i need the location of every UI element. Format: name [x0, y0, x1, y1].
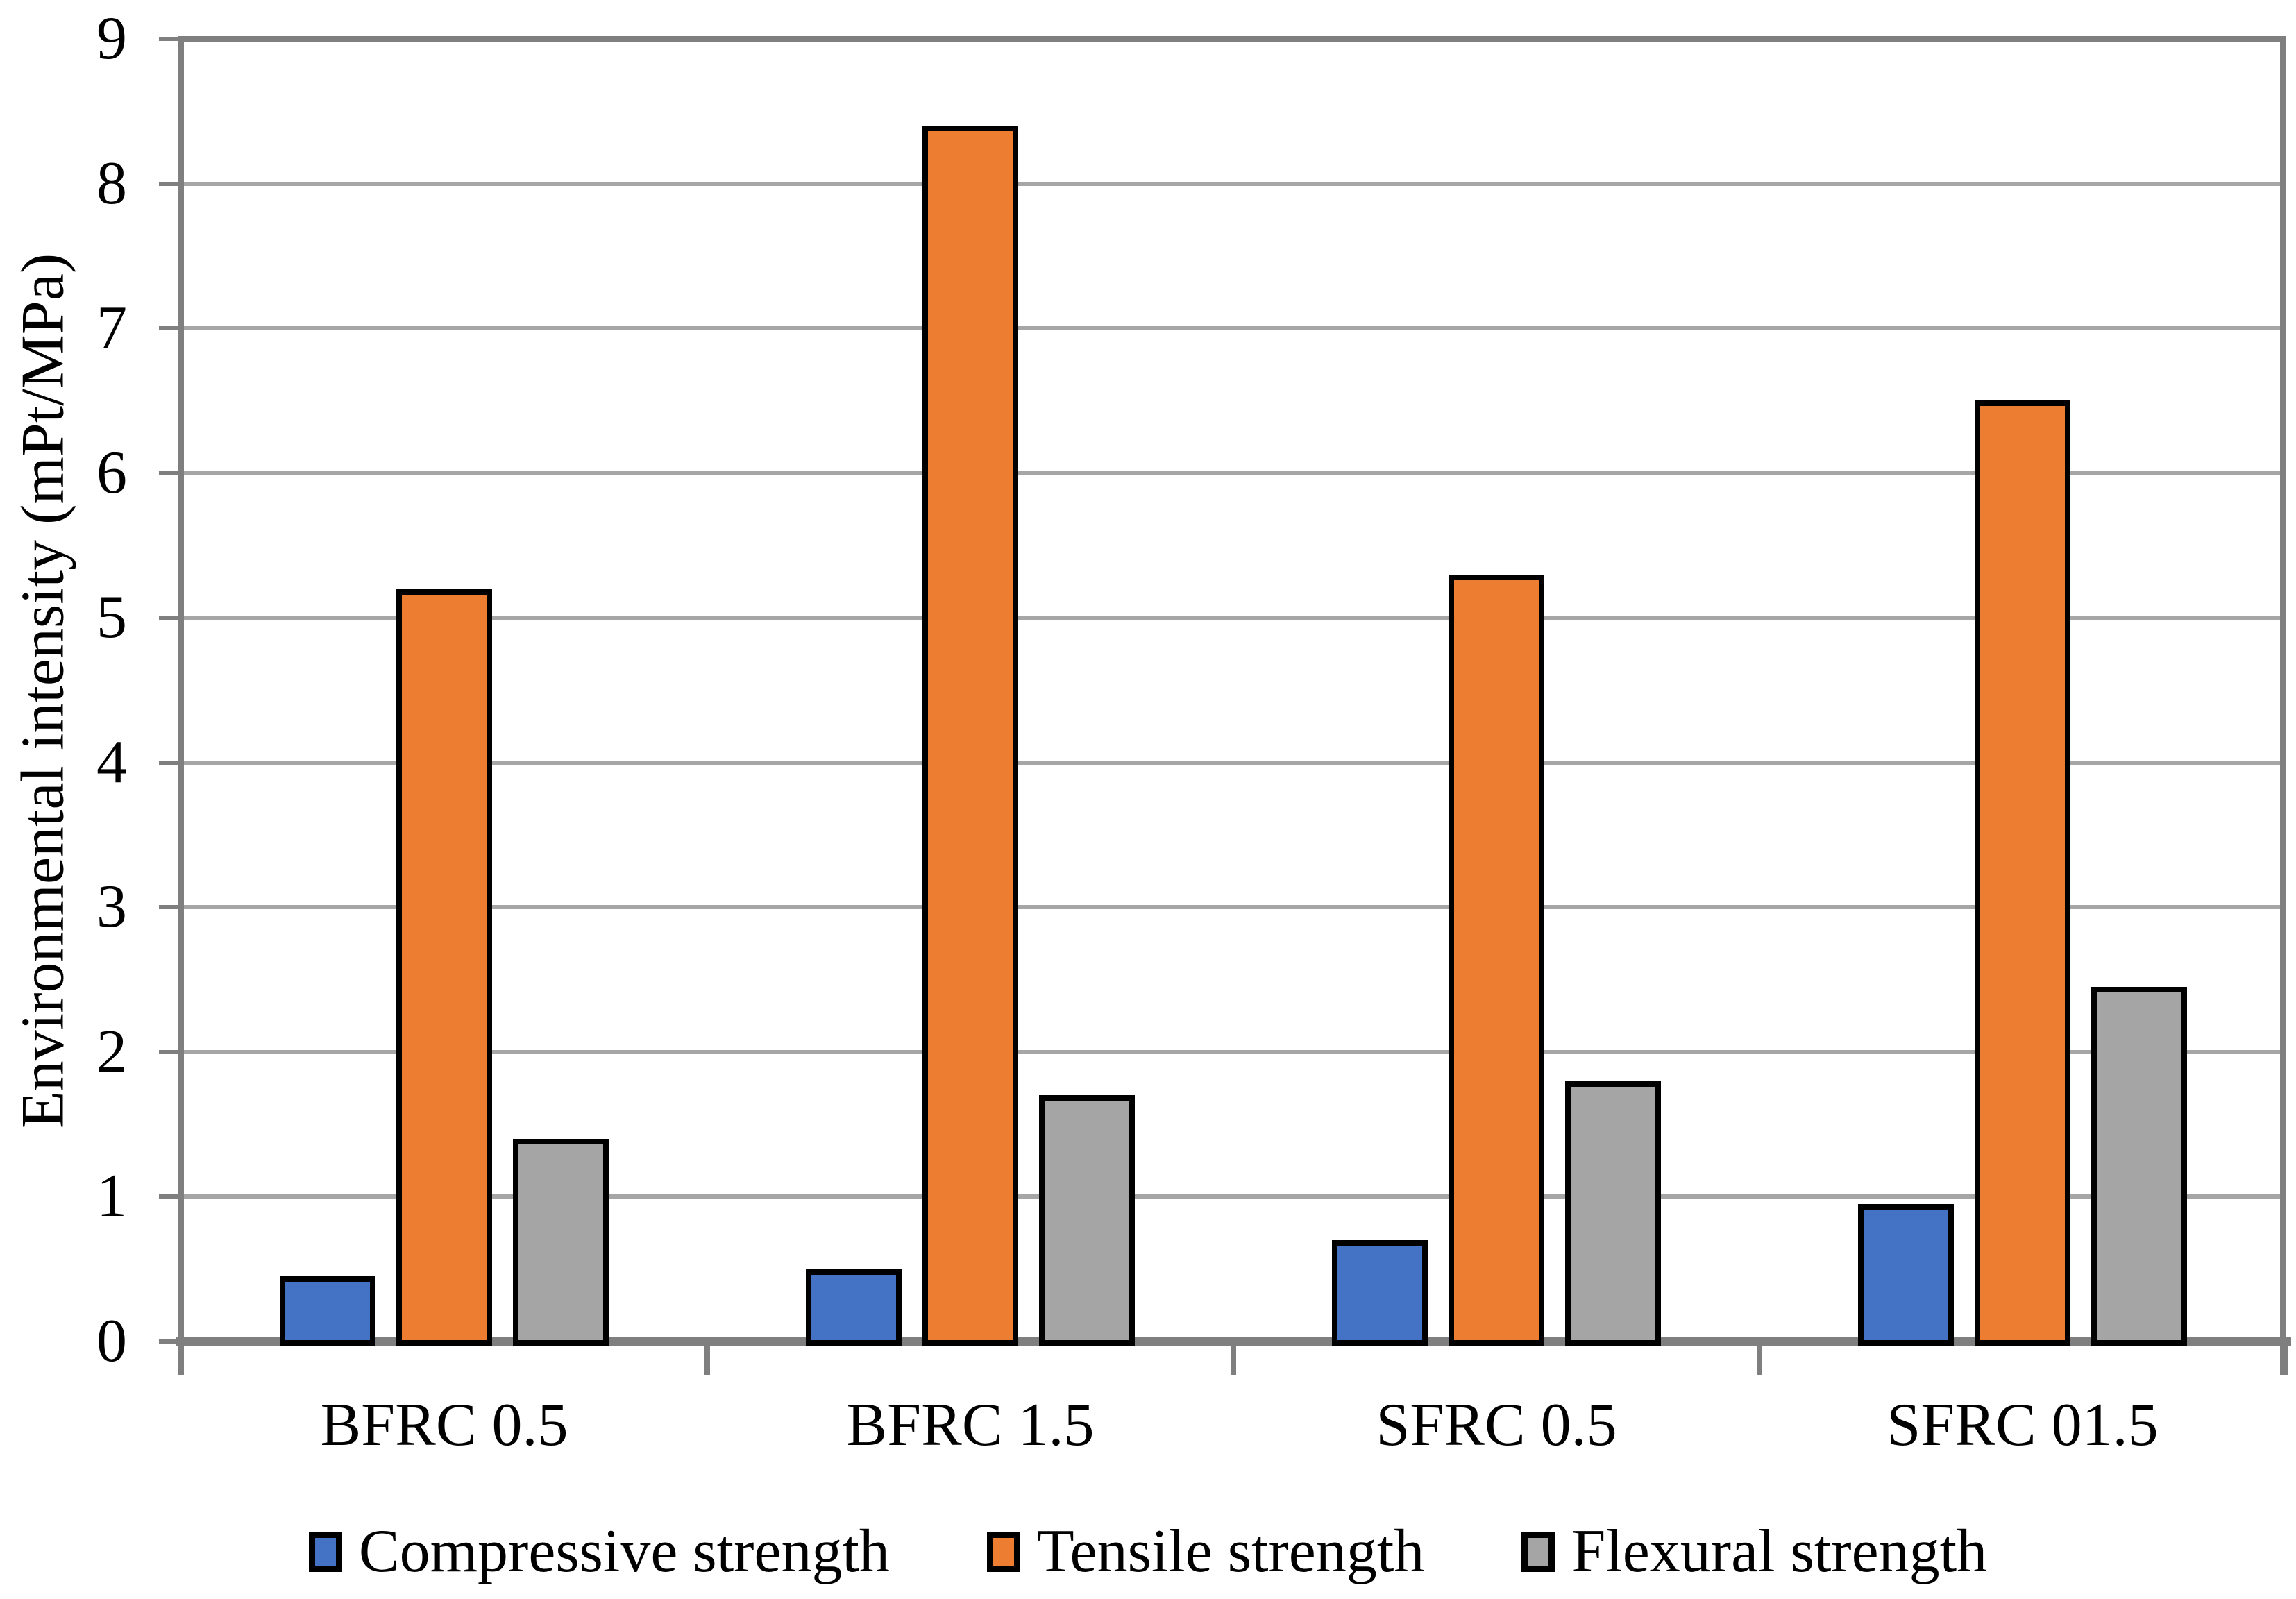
legend-label: Flexural strength [1571, 1518, 1988, 1585]
legend-item-tensile-strength: Tensile strength [986, 1517, 1425, 1587]
legend-label: Tensile strength [1036, 1518, 1425, 1585]
x-axis-tick [704, 1342, 710, 1375]
y-tick-label: 4 [96, 728, 127, 796]
bar-compressive-strength-bfrc-0-5 [280, 1276, 375, 1346]
x-category-label: BFRC 0.5 [320, 1391, 568, 1459]
y-axis-tick [159, 37, 181, 41]
bar-compressive-strength-bfrc-1-5 [806, 1269, 902, 1346]
legend-label: Compressive strength [358, 1518, 890, 1585]
x-axis-tick [2283, 1342, 2288, 1375]
y-axis-tick [159, 905, 181, 910]
gridline [181, 471, 2286, 475]
bar-flexural-strength-bfrc-0-5 [513, 1139, 609, 1346]
y-tick-label: 7 [96, 294, 127, 362]
x-category-label: SFRC 01.5 [1886, 1391, 2159, 1459]
y-axis-line [178, 36, 184, 1346]
x-axis-tick [1231, 1342, 1236, 1375]
bar-flexural-strength-sfrc-0-5 [1565, 1081, 1661, 1346]
legend: Compressive strength Tensile strength Flex… [0, 1517, 2296, 1587]
y-tick-label: 9 [96, 5, 127, 72]
plot-right-border [2280, 36, 2286, 1375]
y-axis-tick [159, 471, 181, 475]
y-axis-tick [159, 181, 181, 186]
legend-item-compressive-strength: Compressive strength [308, 1517, 890, 1587]
y-axis-tick [159, 326, 181, 331]
y-axis-tick [159, 1194, 181, 1199]
legend-swatch-flexural-strength-icon [1521, 1532, 1555, 1572]
y-tick-label: 8 [96, 149, 127, 217]
y-axis-tick [159, 1049, 181, 1054]
gridline [181, 760, 2286, 765]
y-tick-label: 1 [96, 1162, 127, 1230]
gridline [181, 326, 2286, 331]
y-tick-label: 2 [96, 1017, 127, 1085]
y-axis-tick [159, 616, 181, 620]
gridline [181, 181, 2286, 186]
y-tick-label: 3 [96, 873, 127, 941]
bar-tensile-strength-bfrc-1-5 [922, 126, 1018, 1346]
gridline [181, 616, 2286, 620]
bar-tensile-strength-bfrc-0-5 [396, 589, 492, 1346]
x-category-label: SFRC 0.5 [1376, 1391, 1617, 1459]
bar-compressive-strength-sfrc-01-5 [1858, 1203, 1954, 1346]
y-tick-label: 5 [96, 584, 127, 652]
gridline [181, 1194, 2286, 1199]
bar-compressive-strength-sfrc-0-5 [1332, 1240, 1428, 1346]
x-axis-tick [178, 1342, 184, 1375]
legend-swatch-tensile-strength-icon [986, 1532, 1020, 1572]
y-axis-tick [159, 760, 181, 765]
bar-tensile-strength-sfrc-01-5 [1975, 400, 2070, 1346]
y-tick-label: 0 [96, 1308, 127, 1375]
x-category-label: BFRC 1.5 [846, 1391, 1095, 1459]
bar-flexural-strength-bfrc-1-5 [1039, 1095, 1135, 1346]
bar-flexural-strength-sfrc-01-5 [2091, 987, 2187, 1346]
gridline [181, 1049, 2286, 1054]
legend-item-flexural-strength: Flexural strength [1521, 1517, 1987, 1587]
legend-swatch-compressive-strength-icon [308, 1532, 342, 1572]
y-axis-tick [159, 1339, 181, 1344]
x-axis-tick [1757, 1342, 1762, 1375]
plot-top-border [181, 36, 2286, 42]
y-tick-label: 6 [96, 439, 127, 507]
gridline [181, 905, 2286, 910]
bar-tensile-strength-sfrc-0-5 [1449, 574, 1544, 1346]
